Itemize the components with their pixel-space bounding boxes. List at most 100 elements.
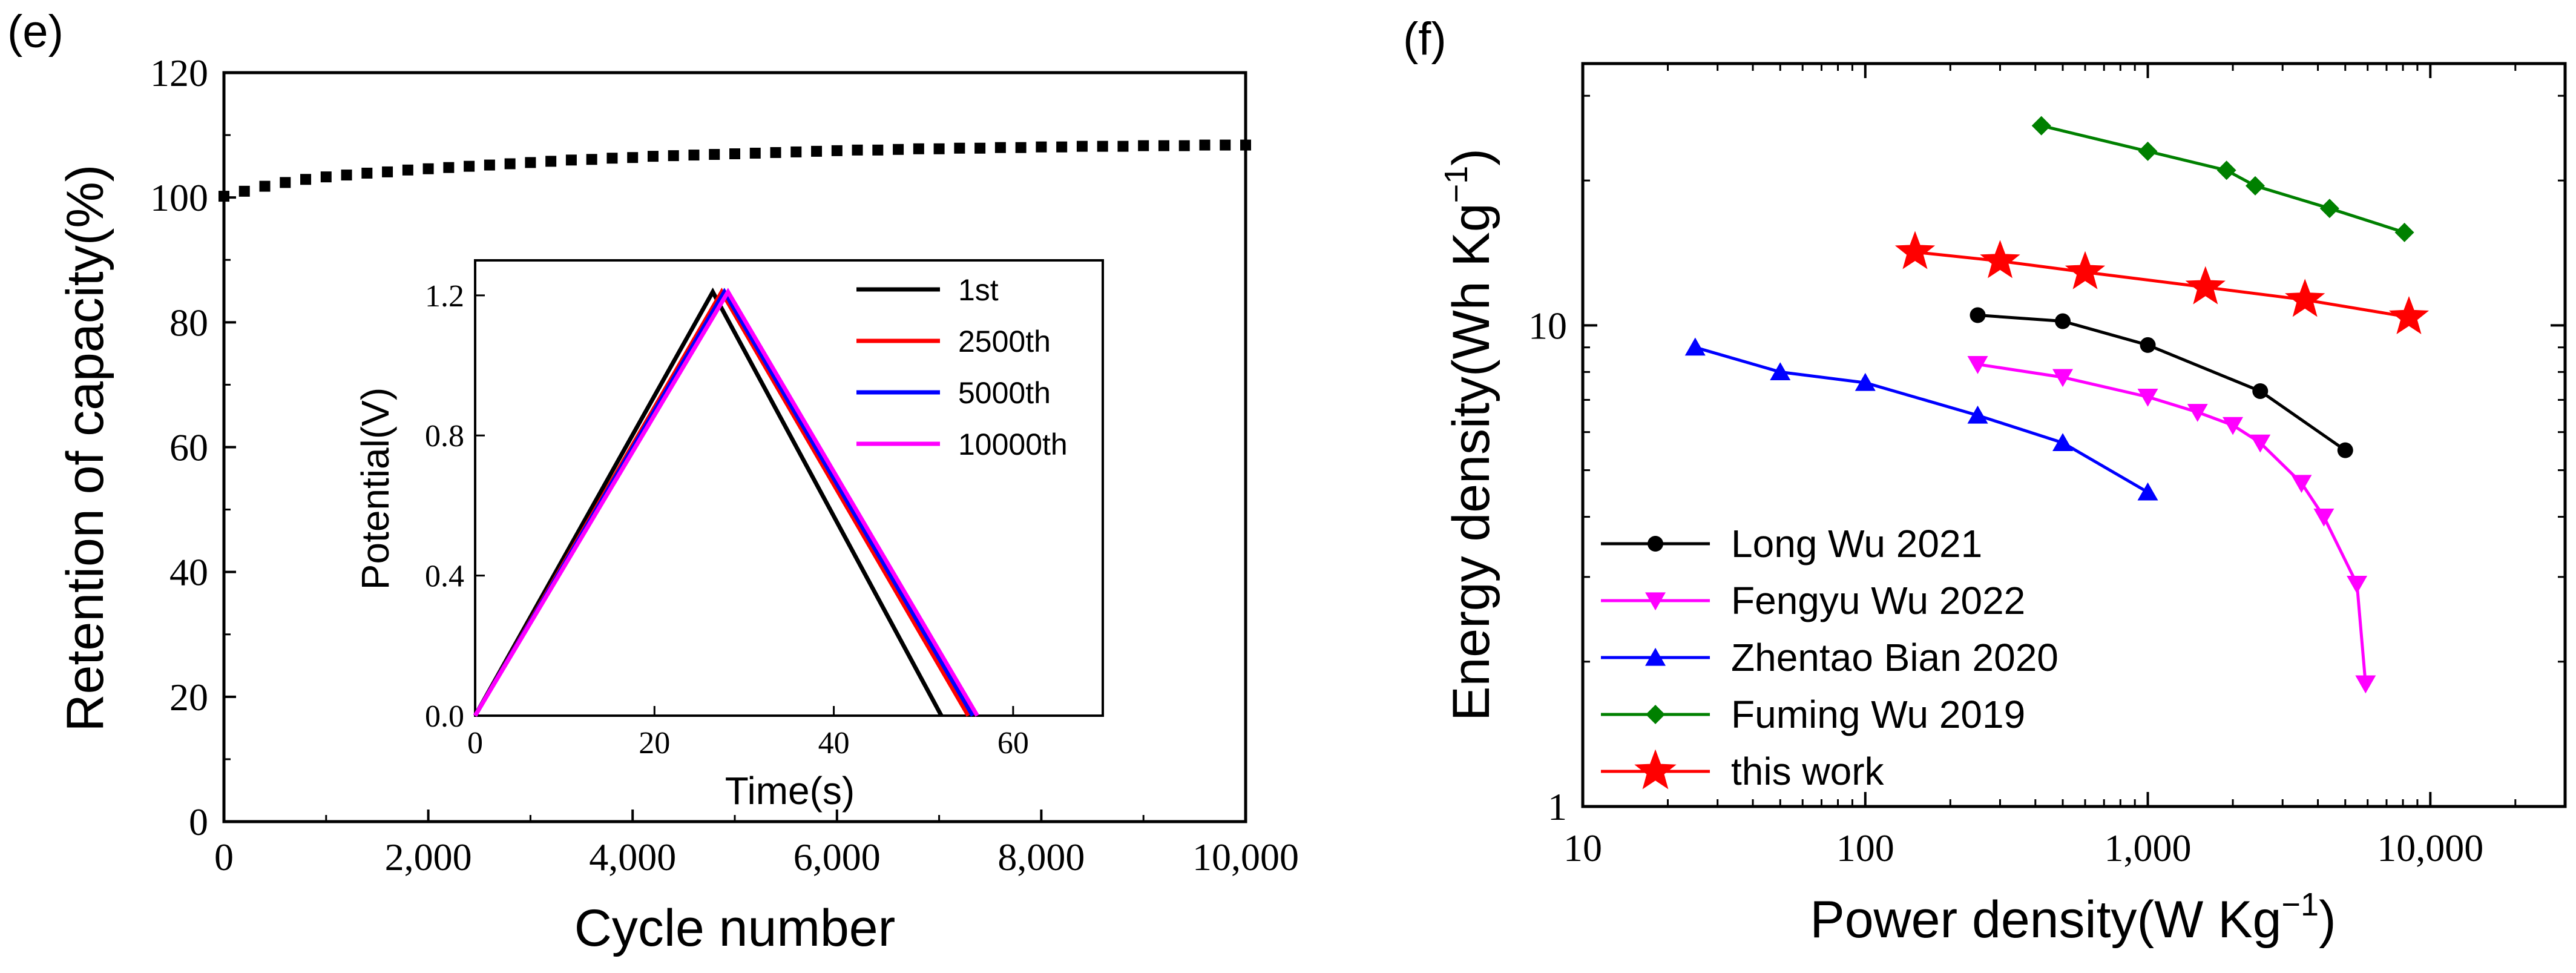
retention-point	[1220, 139, 1231, 151]
inset-x-tick-label: 60	[997, 726, 1029, 760]
series-line-fuming-wu-2019	[2041, 124, 2405, 234]
series-point-fengyu-wu-2022	[2187, 404, 2208, 422]
panel-f-ragone-chart: (f) 110 10 100 1,000 10,000 Long Wu 2021Fen…	[1403, 13, 2567, 949]
inset-x-axis-label: Time(s)	[725, 769, 855, 813]
legend-marker-this-work	[1634, 749, 1677, 790]
series-point-zhentao-bian-2020	[1770, 362, 1791, 380]
panel-f-series	[1684, 116, 2430, 694]
y-tick-label: 20	[169, 676, 208, 719]
panel-f-plot-frame	[1581, 62, 2567, 808]
x-tick-label: 10	[1563, 826, 1602, 869]
retention-point	[382, 166, 393, 177]
series-fengyu-wu-2022	[1967, 356, 2376, 694]
series-point-fuming-wu-2019	[2138, 141, 2158, 161]
legend-label-zhentao-bian-2020: Zhentao Bian 2020	[1731, 636, 2058, 679]
retention-point	[749, 147, 761, 159]
retention-point	[790, 146, 802, 157]
panel-f-y-axis-label: Energy density(Wh Kg−1)	[1438, 148, 1500, 721]
y-tick-label: 1	[1548, 785, 1567, 828]
series-point-fengyu-wu-2022	[2052, 369, 2074, 388]
retention-point	[341, 170, 352, 181]
panel-e-y-ticks: 0 20 40 60 80 100 120	[150, 51, 236, 843]
x-tick-label: 0	[214, 836, 234, 879]
legend-label-this-work: this work	[1731, 750, 1885, 793]
inset-legend-label-2500th: 2500th	[958, 325, 1051, 358]
retention-point	[1036, 141, 1047, 153]
inset-y-tick-label: 1.2	[425, 279, 464, 314]
series-point-zhentao-bian-2020	[1967, 405, 1988, 424]
series-point-zhentao-bian-2020	[2052, 433, 2074, 451]
retention-point	[484, 159, 495, 171]
retention-point	[709, 149, 720, 160]
y-tick-label: 80	[169, 301, 208, 344]
legend-marker-long-wu-2021	[1648, 536, 1663, 552]
inset-x-ticks: 0 20 40 60	[467, 706, 1029, 760]
series-point-fengyu-wu-2022	[2250, 434, 2271, 453]
panel-e-x-axis-label: Cycle number	[574, 899, 896, 957]
series-point-zhentao-bian-2020	[1684, 337, 1706, 356]
y-tick-label: 100	[150, 176, 208, 219]
series-point-this-work	[1894, 231, 1936, 269]
retention-point	[954, 142, 965, 154]
inset-x-tick-label: 40	[818, 726, 850, 760]
inset-legend-label-10000th: 10000th	[958, 427, 1068, 461]
y-tick-label: 60	[169, 426, 208, 469]
retention-point	[994, 142, 1006, 153]
retention-point	[1178, 140, 1190, 151]
series-point-fengyu-wu-2022	[1967, 356, 1988, 374]
x-tick-label: 6,000	[794, 836, 881, 879]
retention-point	[831, 145, 843, 156]
series-point-long-wu-2021	[2140, 337, 2156, 353]
inset-y-tick-label: 0.4	[425, 559, 464, 594]
legend-label-long-wu-2021: Long Wu 2021	[1731, 522, 1982, 566]
y-tick-label: 10	[1528, 304, 1567, 347]
retention-point	[1015, 142, 1027, 153]
retention-point	[852, 144, 863, 156]
retention-point	[627, 152, 639, 163]
series-point-fengyu-wu-2022	[2355, 675, 2376, 694]
retention-point	[1117, 140, 1129, 152]
retention-point	[361, 167, 373, 179]
retention-point	[1199, 139, 1211, 151]
retention-point	[974, 142, 986, 154]
series-point-long-wu-2021	[2055, 313, 2071, 329]
series-point-this-work	[2388, 295, 2430, 335]
series-this-work	[1894, 231, 2430, 335]
series-point-fengyu-wu-2022	[2223, 417, 2244, 435]
panel-f-x-ticks: 10 100 1,000 10,000	[1563, 64, 2566, 869]
retention-point	[300, 174, 312, 185]
series-point-this-work	[2285, 279, 2325, 317]
x-tick-label: 10,000	[2377, 826, 2483, 869]
legend-marker-fuming-wu-2019	[1646, 705, 1665, 724]
series-zhentao-bian-2020	[1684, 337, 2158, 501]
inset-line-10000th	[473, 288, 979, 717]
retention-point	[504, 158, 516, 170]
retention-point	[811, 145, 823, 157]
retention-point	[933, 143, 945, 154]
panel-e-x-ticks: 0 2,000 4,000 6,000 8,000 10,000	[214, 810, 1299, 879]
panel-f-label: (f)	[1403, 13, 1447, 65]
retention-point	[320, 171, 332, 183]
retention-point	[443, 162, 455, 173]
series-point-this-work	[1980, 240, 2020, 279]
panel-e-retention-chart: (e) 0 20 40 60 80 100 120 0 2,000 4,000 6,000 8,00…	[7, 6, 1299, 957]
x-tick-label: 2,000	[385, 836, 472, 879]
retention-point	[259, 180, 271, 192]
x-tick-label: 4,000	[589, 836, 676, 879]
series-long-wu-2021	[1970, 307, 2353, 458]
series-point-fengyu-wu-2022	[2137, 388, 2158, 407]
series-point-zhentao-bian-2020	[1855, 372, 1876, 391]
inset-series-lines	[473, 287, 979, 717]
series-point-long-wu-2021	[2337, 442, 2353, 458]
series-point-fengyu-wu-2022	[2313, 508, 2334, 527]
panel-f-y-ticks: 1 10	[1528, 94, 2565, 828]
inset-plot-frame	[474, 259, 1104, 717]
retention-point	[422, 163, 434, 174]
panel-e-inset-chart: 0.0 0.4 0.8 1.2 0 20 40 60 1st 2500th 5000th 1000…	[353, 259, 1104, 813]
retention-point	[606, 153, 618, 164]
retention-point	[1097, 140, 1108, 152]
x-tick-label: 1,000	[2104, 826, 2192, 869]
inset-x-tick-label: 0	[467, 726, 483, 760]
retention-point	[1158, 140, 1169, 151]
